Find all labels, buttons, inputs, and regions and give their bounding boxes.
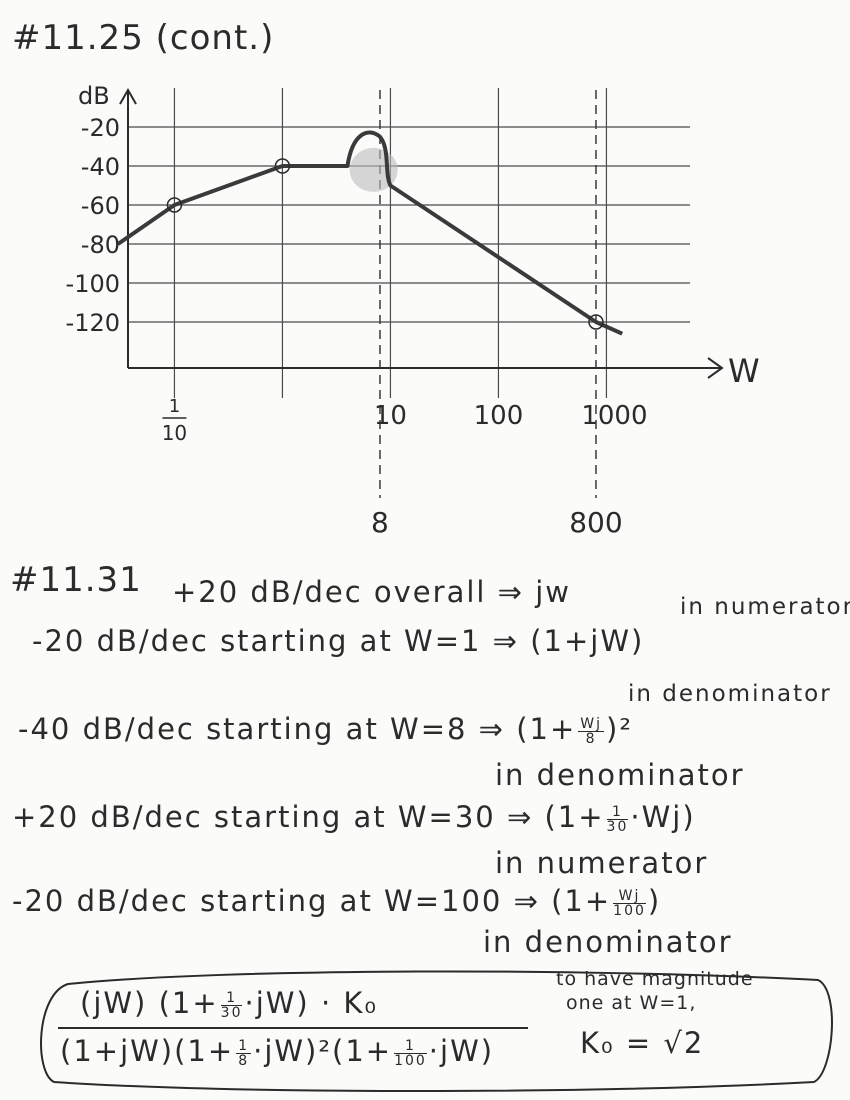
x-tick-label-den: 10 [162, 421, 187, 445]
y-axis-label: dB [78, 82, 110, 110]
step-text: ·Wj) [630, 800, 696, 834]
result-numerator: (jW) (1+ 1 30 ·jW) · K₀ [80, 986, 379, 1021]
result-enclosure [40, 970, 833, 1092]
step-note-3: in denominator [495, 758, 745, 792]
y-tick-label: -120 [66, 309, 120, 337]
step-line-1: +20 dB/dec overall ⇒ jw [172, 575, 571, 609]
step-line-2: -20 dB/dec starting at W=1 ⇒ (1+jW) [32, 624, 645, 658]
page-title: #11.25 (cont.) [12, 18, 275, 58]
step-note-1: in numerator [680, 594, 850, 620]
step-note-4: in numerator [495, 846, 709, 880]
bode-plot: -20 -40 -60 -80 -100 -120 8 800 dB W 1 10 10 100 1000 [66, 82, 760, 539]
step-text: -20 dB/dec starting at W=100 ⇒ (1+ [12, 884, 612, 918]
plot-marks [116, 130, 624, 336]
k0-value: K₀ = √2 [580, 1026, 705, 1060]
step-text: +20 dB/dec starting at W=30 ⇒ (1+ [12, 800, 605, 834]
x-axis-arrow [707, 357, 724, 379]
x-tick-label: 1000 [581, 401, 647, 431]
step-text: ) [647, 884, 662, 918]
marker-label: 800 [569, 506, 622, 539]
y-tick-label: -40 [81, 153, 120, 181]
magnitude-curve [116, 130, 624, 336]
x-tick-label: 10 [374, 401, 407, 431]
marker-label: 8 [371, 506, 389, 539]
y-axis-arrow [119, 87, 137, 105]
plot-axes [119, 87, 724, 379]
step-text: )² [606, 712, 633, 746]
result-denominator: (1+jW)(1+ 1 8 ·jW)²(1+ 1 100 ·jW) [60, 1034, 495, 1069]
section-title: #11.31 [10, 560, 142, 600]
data-point [274, 158, 291, 174]
x-tick-label: 100 [474, 401, 524, 431]
step-text: -40 dB/dec starting at W=8 ⇒ (1+ [18, 712, 577, 746]
side-note-1: to have magnitude [556, 968, 754, 990]
step-note-2: in denominator [628, 681, 832, 707]
plot-grid [128, 88, 690, 498]
data-point [588, 314, 604, 330]
data-point [166, 197, 183, 213]
fraction: 1 30 [606, 803, 629, 835]
x-axis-label: W [728, 352, 760, 390]
step-text: +20 dB/dec overall ⇒ jw [172, 575, 571, 609]
plot-labels: -20 -40 -60 -80 -100 -120 8 800 dB W 1 10 10 100 1000 [66, 82, 760, 539]
x-tick-label-num: 1 [169, 396, 180, 417]
fraction: 1 30 [220, 989, 243, 1021]
side-note-2: one at W=1, [566, 992, 697, 1014]
y-tick-label: -80 [81, 231, 120, 259]
step-line-3: -40 dB/dec starting at W=8 ⇒ (1+ Wj 8)² [18, 712, 633, 746]
step-note-5: in denominator [483, 925, 733, 959]
fraction: Wj 100 [613, 887, 646, 919]
y-tick-label: -100 [66, 270, 120, 298]
fraction: 1 100 [394, 1037, 427, 1069]
step-line-5: -20 dB/dec starting at W=100 ⇒ (1+ Wj 100) [12, 884, 661, 918]
step-line-4: +20 dB/dec starting at W=30 ⇒ (1+ 1 30 ·Wj) [12, 800, 696, 834]
y-tick-label: -60 [81, 192, 120, 220]
y-tick-label: -20 [81, 114, 120, 142]
fraction: Wj 8 [578, 715, 604, 747]
